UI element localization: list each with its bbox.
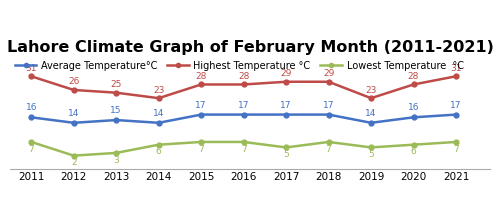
Text: 31: 31 — [26, 64, 37, 73]
Text: 17: 17 — [196, 101, 207, 110]
Text: 6: 6 — [156, 147, 162, 156]
Text: 7: 7 — [241, 145, 246, 154]
Legend: Average Temperature°C, Highest Temperature °C, Lowest Temperature  °C: Average Temperature°C, Highest Temperatu… — [15, 61, 464, 71]
Text: 14: 14 — [366, 109, 376, 118]
Text: 29: 29 — [323, 69, 334, 78]
Text: 2: 2 — [71, 158, 76, 167]
Text: 29: 29 — [280, 69, 292, 78]
Text: 17: 17 — [280, 101, 292, 110]
Text: 28: 28 — [408, 72, 419, 81]
Text: 16: 16 — [408, 103, 420, 112]
Text: 28: 28 — [196, 72, 207, 81]
Text: 23: 23 — [153, 86, 164, 95]
Text: 28: 28 — [238, 72, 250, 81]
Text: 23: 23 — [366, 86, 376, 95]
Text: 7: 7 — [28, 145, 34, 154]
Text: 31: 31 — [450, 64, 462, 73]
Text: 7: 7 — [326, 145, 332, 154]
Text: 16: 16 — [26, 103, 37, 112]
Text: 5: 5 — [368, 150, 374, 159]
Text: 3: 3 — [114, 156, 119, 165]
Text: 14: 14 — [153, 109, 164, 118]
Text: 17: 17 — [450, 101, 462, 110]
Text: 5: 5 — [283, 150, 289, 159]
Text: 17: 17 — [238, 101, 250, 110]
Text: 6: 6 — [410, 147, 416, 156]
Text: 7: 7 — [198, 145, 204, 154]
Text: 25: 25 — [110, 80, 122, 89]
Text: 7: 7 — [453, 145, 459, 154]
Text: 15: 15 — [110, 106, 122, 115]
Text: 14: 14 — [68, 109, 80, 118]
Title: Lahore Climate Graph of February Month (2011-2021): Lahore Climate Graph of February Month (… — [6, 40, 494, 54]
Text: 26: 26 — [68, 77, 80, 86]
Text: 17: 17 — [323, 101, 334, 110]
